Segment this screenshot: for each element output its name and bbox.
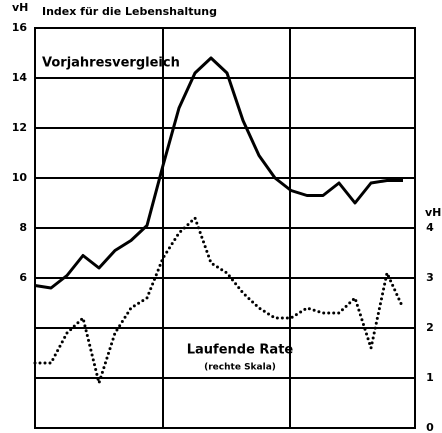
chart-title: Index für die Lebenshaltung [42,5,217,18]
y2-tick-label: 2 [426,321,434,334]
y-tick-label: 12 [12,121,27,134]
y2-tick-label: 1 [426,371,434,384]
y-axis-label: vH [12,1,28,14]
y2-axis-label: vH [425,206,441,219]
y-tick-label: 6 [19,271,27,284]
annotation: (rechte Skala) [204,363,276,373]
annotation: Vorjahresvergleich [42,56,180,71]
y-tick-label: 14 [12,71,28,84]
series-line [34,56,403,290]
series-line [33,216,405,385]
annotation: Laufende Rate [187,343,294,358]
y2-tick-label: 3 [426,271,434,284]
y2-tick-label: 4 [426,221,434,234]
y-tick-label: 10 [12,171,28,184]
y2-tick-label: 0 [426,421,434,433]
y-tick-label: 16 [12,21,28,34]
y-tick-label: 8 [19,221,27,234]
